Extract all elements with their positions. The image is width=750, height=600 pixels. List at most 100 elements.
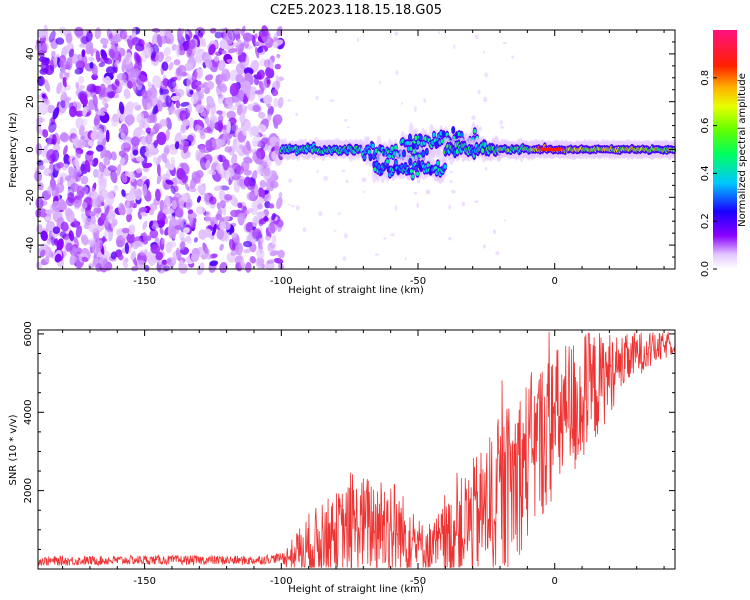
spectrogram-noise-blob bbox=[250, 125, 259, 136]
spectrogram-noise-blob bbox=[116, 72, 127, 81]
spectrogram-noise-blob bbox=[123, 88, 131, 100]
spectrogram-noise-blob bbox=[73, 199, 82, 210]
spectrogram-signal-core bbox=[385, 159, 390, 164]
spectrogram-noise-blob bbox=[235, 73, 244, 84]
spectrogram-noise-blob bbox=[160, 30, 166, 37]
spectrogram-noise-blob bbox=[262, 163, 271, 177]
spectrogram-noise-blob bbox=[81, 49, 86, 58]
spectrogram-noise-blob bbox=[187, 209, 194, 215]
spectrogram-noise-blob bbox=[38, 102, 49, 116]
spectrogram-noise-blob bbox=[474, 200, 479, 204]
spectrogram-noise-blob bbox=[246, 140, 251, 152]
spectrogram-noise-blob bbox=[187, 186, 197, 193]
spectrogram-noise-blob bbox=[231, 123, 239, 132]
spectrogram-noise-blob bbox=[174, 206, 184, 218]
spectrogram-noise-blob bbox=[154, 52, 162, 63]
spectrogram-noise-blob bbox=[44, 256, 50, 263]
spectrogram-noise-blob bbox=[186, 134, 194, 143]
spectrogram-noise-blob bbox=[66, 57, 73, 71]
spectrogram-noise-blob bbox=[81, 118, 88, 127]
spectrogram-noise-blob bbox=[144, 98, 153, 110]
y-tick-label: -20 bbox=[25, 189, 36, 205]
spectrogram-noise-blob bbox=[152, 75, 162, 88]
spectrogram-noise-blob bbox=[79, 93, 88, 106]
colorbar: 0.0 0.2 0.4 0.6 0.8 Normalized spectral ampl… bbox=[700, 30, 748, 277]
spectrogram-noise-blob bbox=[72, 159, 79, 166]
spectrogram-noise-blob bbox=[59, 231, 67, 238]
spectrogram-noise-blob bbox=[425, 189, 431, 195]
spectrogram-noise-blob bbox=[124, 242, 130, 254]
spectrogram-signal-core bbox=[415, 171, 420, 176]
spectrogram-noise-blob bbox=[278, 192, 283, 198]
spectrogram-noise-blob bbox=[75, 171, 82, 183]
spectrogram-noise-blob bbox=[185, 34, 191, 42]
colorbar-tick-label: 0.0 bbox=[700, 261, 711, 277]
spectrogram-noise-blob bbox=[216, 85, 222, 98]
spectrogram-noise-blob bbox=[159, 227, 164, 235]
spectrogram-noise-blob bbox=[224, 215, 230, 221]
spectrogram-noise-blob bbox=[75, 82, 80, 90]
spectrogram-noise-blob bbox=[230, 209, 240, 218]
spectrogram-noise-blob bbox=[189, 89, 194, 95]
spectrogram-noise-blob bbox=[74, 26, 84, 37]
spectrogram-noise-blob bbox=[120, 132, 127, 140]
spectrogram-noise-blob bbox=[180, 101, 190, 107]
spectrogram-noise-blob bbox=[390, 233, 395, 237]
spectrogram-signal-core bbox=[460, 132, 464, 137]
spectrogram-noise-blob bbox=[44, 64, 55, 76]
spectrogram-signal-core bbox=[406, 140, 410, 146]
spectrogram-noise-blob bbox=[449, 180, 454, 183]
spectrogram-noise-blob bbox=[254, 158, 264, 165]
spectrogram-noise-blob bbox=[149, 208, 154, 216]
spectrogram-noise-blob bbox=[219, 243, 224, 251]
spectrogram-noise-blob bbox=[219, 200, 227, 209]
spectrogram-noise-blob bbox=[56, 162, 64, 169]
spectrogram-signal-core bbox=[409, 169, 414, 174]
spectrogram-noise-blob bbox=[65, 242, 73, 252]
spectrogram-noise-blob bbox=[264, 217, 270, 222]
spectrogram-noise-blob bbox=[147, 81, 152, 89]
spectrogram-noise-blob bbox=[225, 96, 233, 106]
x-tick-label: -150 bbox=[133, 576, 156, 587]
spectrogram-noise-blob bbox=[116, 45, 121, 52]
spectrogram-noise-blob bbox=[143, 264, 150, 272]
spectrogram-noise-blob bbox=[277, 97, 284, 109]
spectrogram-noise-blob bbox=[100, 212, 106, 222]
spectrogram-noise-blob bbox=[449, 170, 453, 174]
x-tick-label: 0 bbox=[552, 276, 558, 287]
spectrogram-noise-blob bbox=[51, 134, 57, 145]
spectrogram-noise-blob bbox=[65, 72, 70, 78]
spectrogram-peak bbox=[553, 148, 555, 151]
spectrogram-noise-blob bbox=[163, 144, 170, 157]
y-tick-label: 40 bbox=[25, 48, 36, 61]
snr-x-ticks: -150 -100 -50 0 bbox=[62, 330, 665, 587]
spectrogram-noise-blob bbox=[239, 144, 244, 149]
spectrogram-noise-blob bbox=[344, 118, 348, 122]
spectrogram-noise-blob bbox=[226, 167, 235, 178]
spectrogram-noise-blob bbox=[272, 41, 278, 49]
spectrogram-noise-blob bbox=[195, 206, 206, 215]
spectrogram-noise-blob bbox=[118, 101, 125, 115]
spectrogram-noise-blob bbox=[44, 216, 53, 222]
spectrogram-signal-core bbox=[419, 135, 423, 140]
spectrogram-noise-blob bbox=[273, 257, 284, 264]
spectrogram-peak bbox=[556, 148, 558, 151]
spectrogram-noise-blob bbox=[63, 145, 68, 156]
spectrogram-noise-blob bbox=[120, 203, 126, 216]
spectrogram-noise-blob bbox=[239, 61, 247, 69]
spectrogram-noise-blob bbox=[218, 59, 226, 71]
spectrogram-noise-blob bbox=[241, 25, 246, 36]
spectrogram-noise-blob bbox=[55, 37, 65, 45]
spectrogram-signal-core bbox=[411, 174, 415, 179]
spectrogram-noise-blob bbox=[235, 44, 241, 51]
spectrogram-noise-blob bbox=[175, 88, 185, 98]
spectrogram-signal-core bbox=[483, 142, 487, 148]
spectrogram-signal-core bbox=[377, 164, 381, 170]
spectrogram-noise-blob bbox=[189, 117, 194, 129]
spectrogram-noise-blob bbox=[103, 229, 109, 238]
spectrogram-noise-blob bbox=[114, 60, 120, 68]
spectrogram-noise-blob bbox=[127, 38, 133, 50]
spectrogram-y-axis-label: Frequency (Hz) bbox=[8, 112, 19, 188]
spectrogram-noise-blob bbox=[259, 180, 267, 188]
spectrogram-noise-blob bbox=[288, 178, 293, 183]
